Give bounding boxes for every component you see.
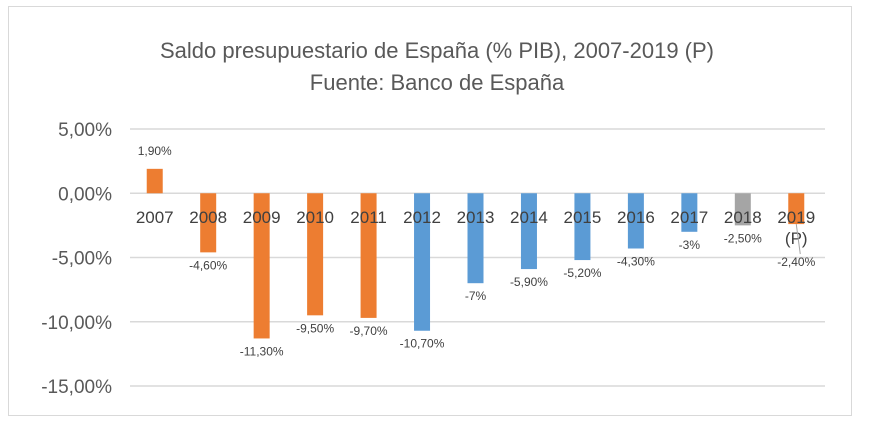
bar (360, 193, 377, 318)
bar (146, 168, 163, 194)
data-label: -2,40% (777, 255, 815, 269)
data-label: -10,70% (400, 337, 445, 351)
chart-title-line: Fuente: Banco de España (310, 70, 565, 95)
y-tick-label: -5,00% (52, 249, 112, 270)
bar (574, 193, 591, 261)
x-tick-label: 2015 (564, 208, 602, 227)
x-tick-label: 2012 (403, 208, 441, 227)
data-label: -4,30% (617, 255, 655, 269)
y-tick-label: -10,00% (41, 313, 112, 334)
x-tick-label: 2007 (136, 208, 174, 227)
x-tick-label: 2018 (724, 208, 762, 227)
bar (520, 193, 537, 270)
data-label: -11,30% (240, 344, 284, 358)
data-label: -4,60% (189, 258, 227, 272)
bar (627, 193, 644, 249)
x-tick-label: 2014 (510, 208, 548, 227)
data-label: -3% (679, 238, 701, 252)
y-tick-label: 5,00% (58, 120, 112, 141)
bar (307, 193, 324, 316)
chart-title-line: Saldo presupuestario de España (% PIB), … (160, 38, 714, 63)
bar (681, 193, 698, 232)
x-tick-label: 2019 (777, 208, 815, 227)
bar (734, 193, 751, 226)
leader-line (795, 224, 801, 255)
data-label: -5,20% (563, 266, 601, 280)
data-label: -7% (465, 289, 487, 303)
data-label: -9,70% (350, 324, 388, 338)
y-tick-label: 0,00% (58, 184, 112, 205)
bar (253, 193, 270, 339)
x-tick-label: 2017 (670, 208, 708, 227)
x-tick-label: (P) (785, 229, 808, 248)
x-tick-label: 2013 (457, 208, 495, 227)
x-tick-label: 2016 (617, 208, 655, 227)
y-tick-label: -15,00% (41, 377, 112, 398)
bar (414, 193, 431, 331)
bar (788, 193, 805, 225)
data-label: -5,90% (510, 275, 548, 289)
data-label: -9,50% (296, 321, 334, 335)
bar (200, 193, 217, 253)
data-label: 1,90% (138, 144, 172, 158)
x-tick-label: 2011 (350, 208, 387, 227)
x-tick-label: 2008 (189, 208, 227, 227)
data-label: -2,50% (724, 231, 762, 245)
x-tick-label: 2010 (296, 208, 334, 227)
bar (467, 193, 484, 284)
x-tick-label: 2009 (243, 208, 281, 227)
